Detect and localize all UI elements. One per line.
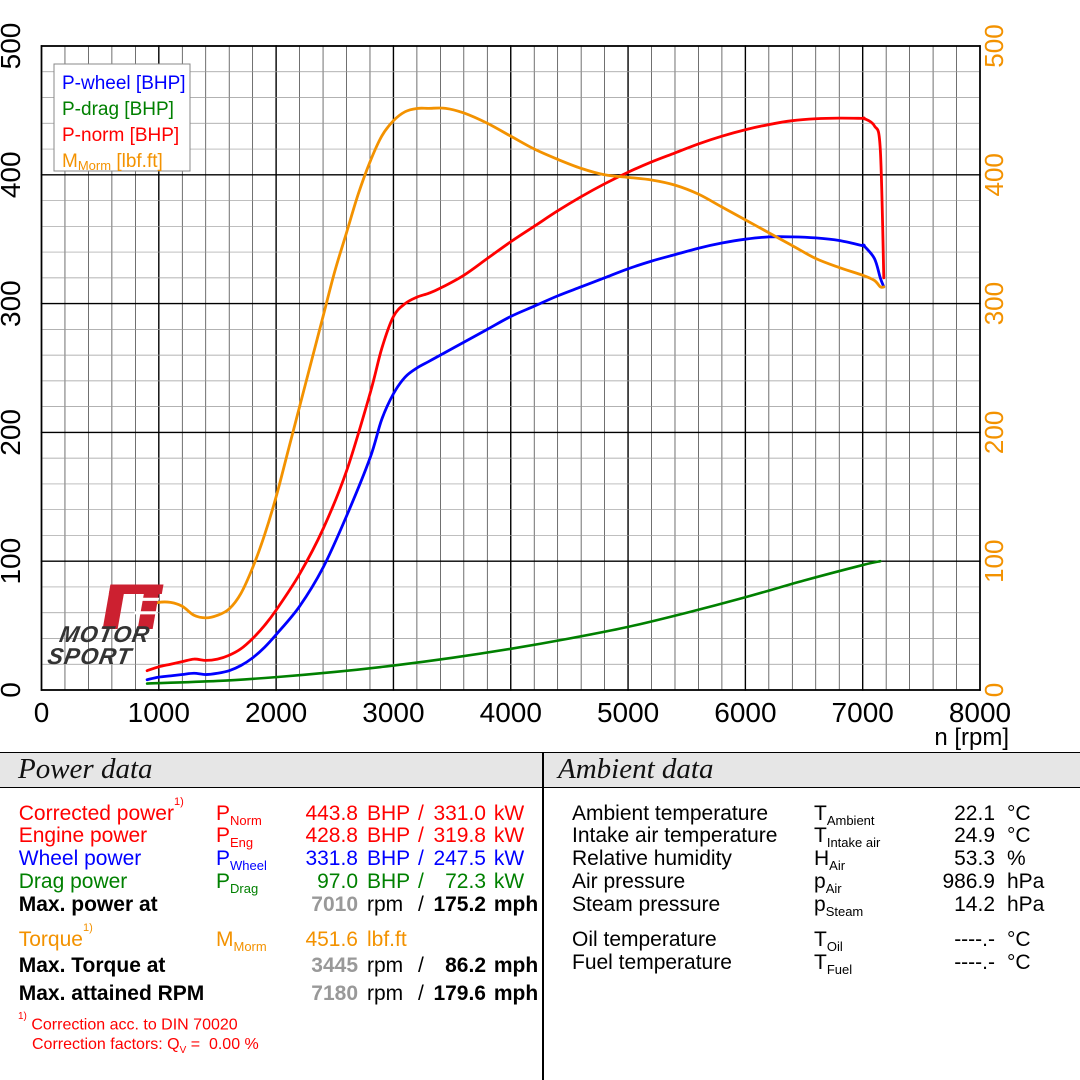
svg-text:SPORT: SPORT [46,643,135,669]
svg-text:2000: 2000 [245,697,307,728]
svg-text:0: 0 [34,697,50,728]
svg-text:500: 500 [0,23,26,70]
svg-text:200: 200 [0,409,26,456]
svg-text:4000: 4000 [480,697,542,728]
svg-text:6000: 6000 [714,697,776,728]
svg-text:100: 100 [979,540,1009,583]
svg-text:200: 200 [979,411,1009,454]
svg-text:1000: 1000 [128,697,190,728]
svg-text:300: 300 [979,282,1009,325]
svg-text:3000: 3000 [362,697,424,728]
svg-text:P-norm [BHP]: P-norm [BHP] [62,125,179,146]
svg-text:5000: 5000 [597,697,659,728]
svg-text:400: 400 [979,153,1009,196]
svg-text:100: 100 [0,538,26,585]
svg-text:500: 500 [979,24,1009,67]
svg-text:MMorm [lbf.ft]: MMorm [lbf.ft] [62,151,163,173]
svg-text:7000: 7000 [832,697,894,728]
svg-text:P-drag [BHP]: P-drag [BHP] [62,99,174,120]
svg-text:n [rpm]: n [rpm] [934,724,1009,751]
svg-text:400: 400 [0,151,26,198]
svg-text:300: 300 [0,280,26,327]
svg-text:P-wheel [BHP]: P-wheel [BHP] [62,73,186,94]
svg-text:0: 0 [979,683,1009,697]
svg-text:0: 0 [0,682,26,698]
